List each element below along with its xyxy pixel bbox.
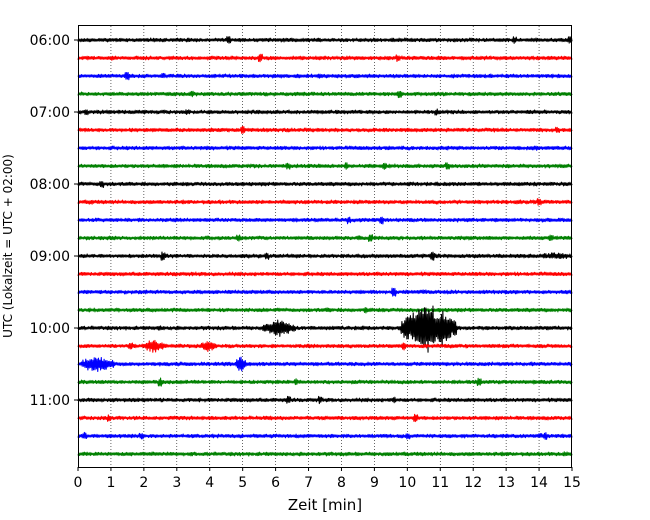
x-tick-label: 4	[205, 475, 214, 491]
x-tick-label: 8	[337, 475, 346, 491]
x-tick-label: 13	[497, 475, 515, 491]
trace-row-0645	[77, 90, 573, 99]
x-tick-label: 3	[172, 475, 181, 491]
x-tick-label: 10	[398, 475, 416, 491]
y-tick-label: 09:00	[30, 249, 70, 265]
seismogram-traces	[77, 36, 573, 457]
x-axis-ticks: 0 1 2 3 4 5 6 7 8 9 10 11 12 13 14 15	[74, 467, 581, 491]
x-axis-label: Zeit [min]	[288, 496, 362, 514]
y-axis-ticks: 06:00 07:00 08:00 09:00 10:00 11:00	[30, 33, 78, 409]
x-tick-label: 1	[106, 475, 115, 491]
trace-row-0830	[77, 216, 573, 225]
trace-row-0715	[77, 125, 573, 134]
trace-row-1015	[77, 339, 573, 353]
x-tick-label: 14	[530, 475, 548, 491]
trace-row-1045	[77, 377, 573, 387]
trace-row-0800	[77, 181, 573, 188]
y-tick-label: 08:00	[30, 177, 70, 193]
trace-row-0630	[77, 71, 573, 81]
trace-row-0845	[77, 234, 573, 243]
trace-row-0600	[77, 36, 573, 44]
trace-row-0915	[77, 271, 573, 277]
trace-row-0930	[77, 287, 573, 297]
x-tick-label: 5	[238, 475, 247, 491]
x-tick-label: 7	[304, 475, 313, 491]
y-tick-label: 06:00	[30, 33, 70, 49]
trace-row-1130	[77, 431, 573, 440]
x-tick-label: 9	[370, 475, 379, 491]
trace-row-0615	[77, 53, 573, 63]
x-tick-label: 15	[563, 475, 581, 491]
x-tick-label: 6	[271, 475, 280, 491]
trace-row-1145	[77, 451, 573, 457]
y-tick-label: 07:00	[30, 105, 70, 121]
trace-row-0745	[77, 162, 573, 170]
trace-row-0730	[77, 145, 573, 151]
trace-row-1115	[77, 413, 573, 423]
x-tick-label: 2	[139, 475, 148, 491]
y-tick-label: 11:00	[30, 393, 70, 409]
trace-row-0700	[77, 108, 573, 116]
x-tick-label: 0	[74, 475, 83, 491]
trace-row-1100	[77, 395, 573, 405]
x-tick-label: 12	[464, 475, 482, 491]
y-tick-label: 10:00	[30, 321, 70, 337]
trace-row-1000	[77, 305, 573, 353]
trace-row-0900	[77, 251, 573, 261]
trace-row-0945	[77, 307, 573, 314]
y-axis-label: UTC (Lokalzeit = UTC + 02:00)	[1, 154, 15, 338]
trace-row-0815	[77, 198, 573, 206]
plot-frame	[78, 25, 572, 468]
x-tick-label: 11	[431, 475, 449, 491]
trace-row-1030	[77, 356, 573, 373]
